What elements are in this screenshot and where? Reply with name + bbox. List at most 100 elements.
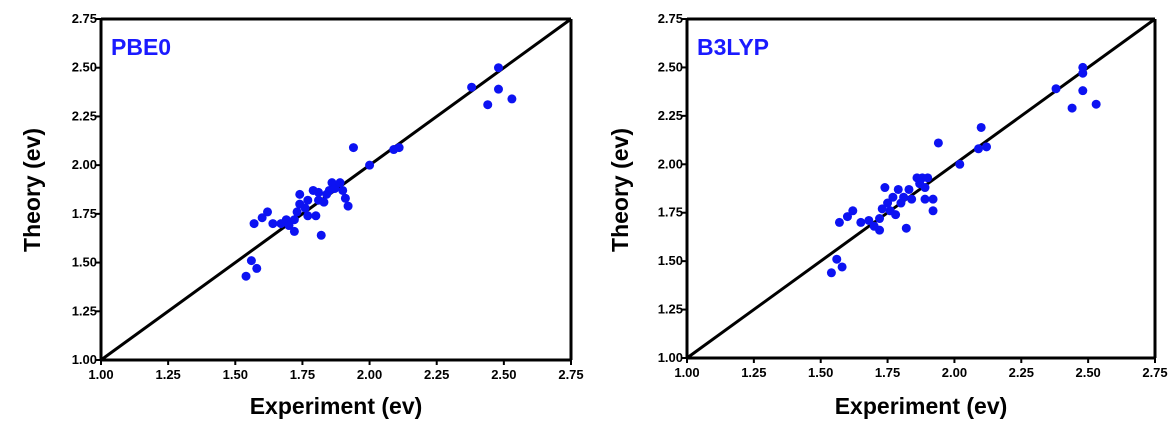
data-point <box>483 100 493 110</box>
data-point <box>928 206 938 216</box>
data-point <box>295 189 305 199</box>
data-point <box>252 263 262 273</box>
data-point <box>338 185 348 195</box>
panel-title: PBE0 <box>111 34 171 60</box>
x-axis-ticks: 1.00 1.25 1.50 1.75 2.00 2.25 2.50 2.75 <box>674 358 1168 380</box>
data-point <box>976 122 986 132</box>
data-point <box>493 84 503 94</box>
data-point <box>249 219 259 229</box>
data-point <box>316 230 326 240</box>
y-axis-ticks: 1.00 1.25 1.50 1.75 2.00 2.25 2.50 2.75 <box>658 11 687 365</box>
data-point <box>289 226 299 236</box>
data-point <box>348 143 358 153</box>
y-tick-label: 1.25 <box>658 302 683 317</box>
data-point <box>856 217 866 227</box>
x-tick-label: 1.00 <box>88 367 113 382</box>
data-point <box>335 178 345 188</box>
data-point <box>467 82 477 92</box>
data-point <box>973 144 983 154</box>
data-point <box>864 215 874 225</box>
y-tick-label: 1.75 <box>658 205 683 220</box>
data-point <box>303 195 313 205</box>
data-point <box>330 184 340 194</box>
y-axis-ticks: 1.00 1.25 1.50 1.75 2.00 2.25 2.50 2.75 <box>72 11 101 367</box>
data-point <box>899 192 909 202</box>
data-point <box>340 193 350 203</box>
data-point <box>923 173 933 183</box>
pbe0-panel: 1.00 1.25 1.50 1.75 2.00 2.25 2.50 2.75 1.00 1.2… <box>19 11 584 419</box>
y-tick-label: 1.25 <box>72 303 97 318</box>
data-point <box>394 143 404 153</box>
x-tick-label: 2.00 <box>942 365 967 380</box>
data-point <box>268 219 278 229</box>
y-axis-title: Theory (ev) <box>607 128 633 252</box>
data-point <box>842 212 852 222</box>
x-tick-label: 2.75 <box>1142 365 1167 380</box>
x-tick-label: 1.00 <box>674 365 699 380</box>
y-tick-label: 2.25 <box>658 108 683 123</box>
x-axis-ticks: 1.00 1.25 1.50 1.75 2.00 2.25 2.50 2.75 <box>88 360 584 382</box>
data-point <box>901 223 911 233</box>
data-point <box>493 63 503 73</box>
data-point <box>314 187 324 197</box>
x-tick-label: 1.50 <box>223 367 248 382</box>
data-point <box>907 194 917 204</box>
b3lyp-panel: 1.00 1.25 1.50 1.75 2.00 2.25 2.50 2.75 1.00 1.2… <box>607 11 1168 419</box>
data-point <box>1067 103 1077 113</box>
x-tick-label: 1.75 <box>290 367 315 382</box>
x-tick-label: 2.25 <box>1009 365 1034 380</box>
x-tick-label: 2.50 <box>1075 365 1100 380</box>
data-point <box>848 206 858 216</box>
x-tick-label: 1.25 <box>155 367 180 382</box>
data-point <box>343 201 353 211</box>
data-point <box>319 197 329 207</box>
y-tick-label: 2.00 <box>72 157 97 172</box>
data-points <box>241 63 517 281</box>
data-point <box>933 138 943 148</box>
data-point <box>311 211 321 221</box>
data-point <box>877 204 887 214</box>
x-tick-label: 2.00 <box>357 367 382 382</box>
data-point <box>955 159 965 169</box>
data-points <box>826 62 1101 278</box>
data-point <box>284 221 294 231</box>
y-tick-label: 2.00 <box>658 156 683 171</box>
data-point <box>246 256 256 266</box>
x-tick-label: 1.50 <box>808 365 833 380</box>
x-tick-label: 1.25 <box>741 365 766 380</box>
data-point <box>507 94 517 104</box>
data-point <box>920 194 930 204</box>
data-point <box>982 142 992 152</box>
x-tick-label: 2.50 <box>491 367 516 382</box>
x-tick-label: 2.25 <box>424 367 449 382</box>
y-tick-label: 1.50 <box>658 253 683 268</box>
data-point <box>893 184 903 194</box>
y-tick-label: 1.00 <box>72 352 97 367</box>
data-point <box>837 262 847 272</box>
data-point <box>875 225 885 235</box>
data-point <box>1051 84 1061 94</box>
y-tick-label: 2.75 <box>658 11 683 26</box>
y-axis-title: Theory (ev) <box>19 128 45 252</box>
data-point <box>263 207 273 217</box>
data-point <box>292 207 302 217</box>
x-axis-title: Experiment (ev) <box>835 393 1008 419</box>
data-point <box>241 271 251 281</box>
data-point <box>1078 68 1088 78</box>
x-tick-label: 1.75 <box>875 365 900 380</box>
data-point <box>928 194 938 204</box>
y-tick-label: 1.00 <box>658 350 683 365</box>
data-point <box>880 183 890 193</box>
data-point <box>920 183 930 193</box>
data-point <box>904 184 914 194</box>
data-point <box>826 268 836 278</box>
y-tick-label: 2.50 <box>658 59 683 74</box>
data-point <box>875 214 885 224</box>
data-point <box>365 160 375 170</box>
data-point <box>289 215 299 225</box>
y-tick-label: 2.50 <box>72 60 97 75</box>
data-point <box>1078 86 1088 96</box>
data-point <box>300 203 310 213</box>
x-axis-title: Experiment (ev) <box>250 393 423 419</box>
